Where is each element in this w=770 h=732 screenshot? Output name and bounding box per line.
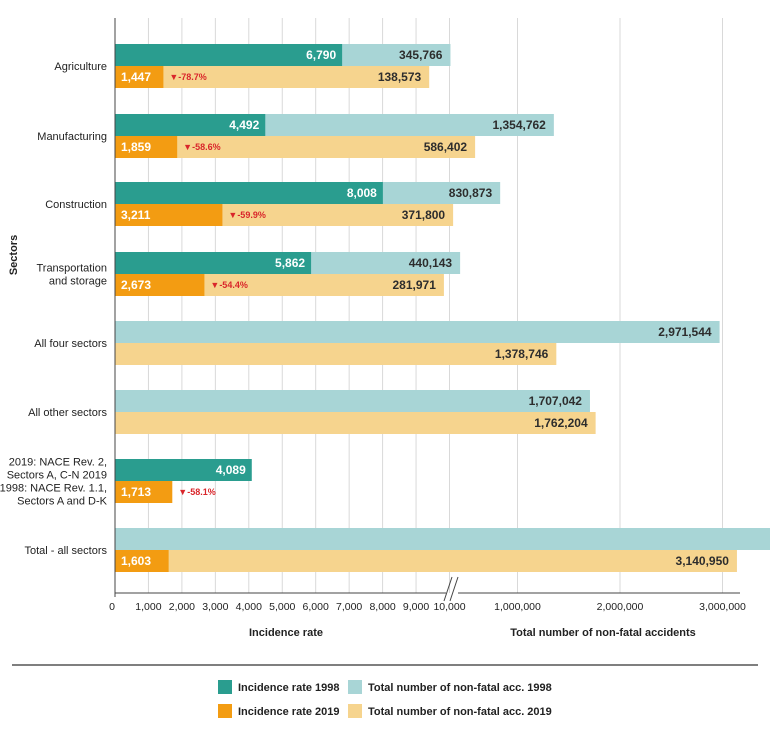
x-axis-title-right: Total number of non-fatal accidents — [510, 627, 696, 639]
category-label: Transportation and storage — [36, 263, 107, 288]
bar-incidence-2019 — [115, 550, 169, 572]
tick-label-right: 1,000,000 — [494, 601, 541, 613]
label-incidence-2019: 1,603 — [121, 554, 151, 568]
bar-labels: 345,766 138,573 6,790 1,447 ▼-78.7% 1,354,762… — [121, 48, 730, 568]
legend-label: Total number of non-fatal acc. 1998 — [368, 682, 552, 694]
label-incidence-2019: 3,211 — [121, 208, 151, 222]
bar-incidence-1998 — [115, 182, 383, 204]
legend-label: Incidence rate 1998 — [238, 682, 340, 694]
axes: 0 1,000 2,000 3,000 4,000 5,000 6,000 7,000 8,00… — [109, 18, 746, 613]
category-label: All other sectors — [28, 407, 107, 419]
change-label: ▼-59.9% — [228, 210, 265, 220]
label-total-1998: 1,707,042 — [529, 394, 583, 408]
category-label: 2019: NACE Rev. 2, Sectors A, C-N 2019 199… — [0, 457, 108, 508]
bar-incidence-1998 — [115, 459, 252, 481]
bar-incidence-1998 — [115, 44, 343, 66]
label-total-1998: 440,143 — [409, 256, 453, 270]
label-incidence-1998: 4,492 — [229, 118, 259, 132]
bar-total-2019 — [115, 412, 596, 434]
change-label: ▼-78.7% — [169, 72, 206, 82]
legend-label: Total number of non-fatal acc. 2019 — [368, 706, 552, 718]
bars — [115, 44, 770, 572]
label-incidence-2019: 1,713 — [121, 485, 151, 499]
category-label: All four sectors — [34, 338, 107, 350]
legend-swatch — [218, 680, 232, 694]
legend-swatch — [348, 704, 362, 718]
label-incidence-2019: 1,859 — [121, 140, 151, 154]
tick-label-left: 0 — [109, 601, 115, 613]
tick-label-right: 2,000,000 — [597, 601, 644, 613]
tick-label-right: 3,000,000 — [699, 601, 746, 613]
label-incidence-1998: 8,008 — [347, 186, 377, 200]
tick-label-left: 5,000 — [269, 601, 295, 613]
tick-label-left: 2,000 — [169, 601, 195, 613]
bar-incidence-2019 — [115, 481, 173, 503]
grid-lines — [147, 18, 723, 593]
label-total-2019: 138,573 — [378, 70, 422, 84]
bar-incidence-2019 — [115, 274, 205, 296]
legend: Incidence rate 1998 Total number of non-f… — [218, 680, 552, 718]
category-labels: Agriculture Manufacturing Construction Tran… — [0, 61, 108, 557]
bar-total-2019 — [115, 66, 430, 88]
label-incidence-2019: 2,673 — [121, 278, 151, 292]
legend-swatch — [348, 680, 362, 694]
bar-incidence-2019 — [115, 204, 223, 226]
change-label: ▼-54.4% — [210, 280, 247, 290]
label-incidence-2019: 1,447 — [121, 70, 151, 84]
change-label: ▼-58.1% — [178, 487, 215, 497]
label-total-1998: 2,971,544 — [658, 325, 712, 339]
legend-label: Incidence rate 2019 — [238, 706, 340, 718]
label-total-2019: 1,378,746 — [495, 347, 549, 361]
label-total-2019: 1,762,204 — [534, 416, 588, 430]
tick-label-left: 7,000 — [336, 601, 362, 613]
tick-label-left: 10,000 — [433, 601, 465, 613]
axis-break — [443, 576, 453, 602]
bar-incidence-1998 — [115, 252, 312, 274]
bar-total-2019 — [115, 550, 737, 572]
label-total-2019: 586,402 — [424, 140, 468, 154]
label-total-2019: 371,800 — [402, 208, 446, 222]
bar-total-2019 — [115, 136, 476, 158]
category-label: Construction — [45, 199, 107, 211]
axis-break — [449, 576, 459, 602]
bar-incidence-2019 — [115, 66, 164, 88]
bar-total-1998 — [115, 321, 720, 343]
label-total-2019: 281,971 — [393, 278, 437, 292]
label-incidence-1998: 6,790 — [306, 48, 336, 62]
bar-incidence-1998 — [115, 114, 266, 136]
y-axis-title: Sectors — [8, 235, 20, 275]
tick-label-left: 3,000 — [202, 601, 228, 613]
bar-total-2019 — [115, 343, 557, 365]
label-total-2019: 3,140,950 — [676, 554, 730, 568]
label-total-1998: 1,354,762 — [492, 118, 546, 132]
tick-label-left: 6,000 — [303, 601, 329, 613]
category-label: Agriculture — [54, 61, 107, 73]
legend-swatch — [218, 704, 232, 718]
tick-label-left: 9,000 — [403, 601, 429, 613]
x-axis-title-left: Incidence rate — [249, 627, 323, 639]
label-incidence-1998: 4,089 — [216, 463, 246, 477]
change-label: ▼-58.6% — [183, 142, 220, 152]
category-label: Total - all sectors — [24, 545, 107, 557]
label-incidence-1998: 5,862 — [275, 256, 305, 270]
tick-label-left: 8,000 — [369, 601, 395, 613]
bar-total-1998 — [115, 390, 590, 412]
label-total-1998: 345,766 — [399, 48, 443, 62]
bar-incidence-2019 — [115, 136, 178, 158]
label-total-1998: 830,873 — [449, 186, 493, 200]
tick-label-left: 1,000 — [135, 601, 161, 613]
tick-label-left: 4,000 — [236, 601, 262, 613]
category-label: Manufacturing — [37, 131, 107, 143]
bar-total-1998 — [115, 528, 770, 550]
